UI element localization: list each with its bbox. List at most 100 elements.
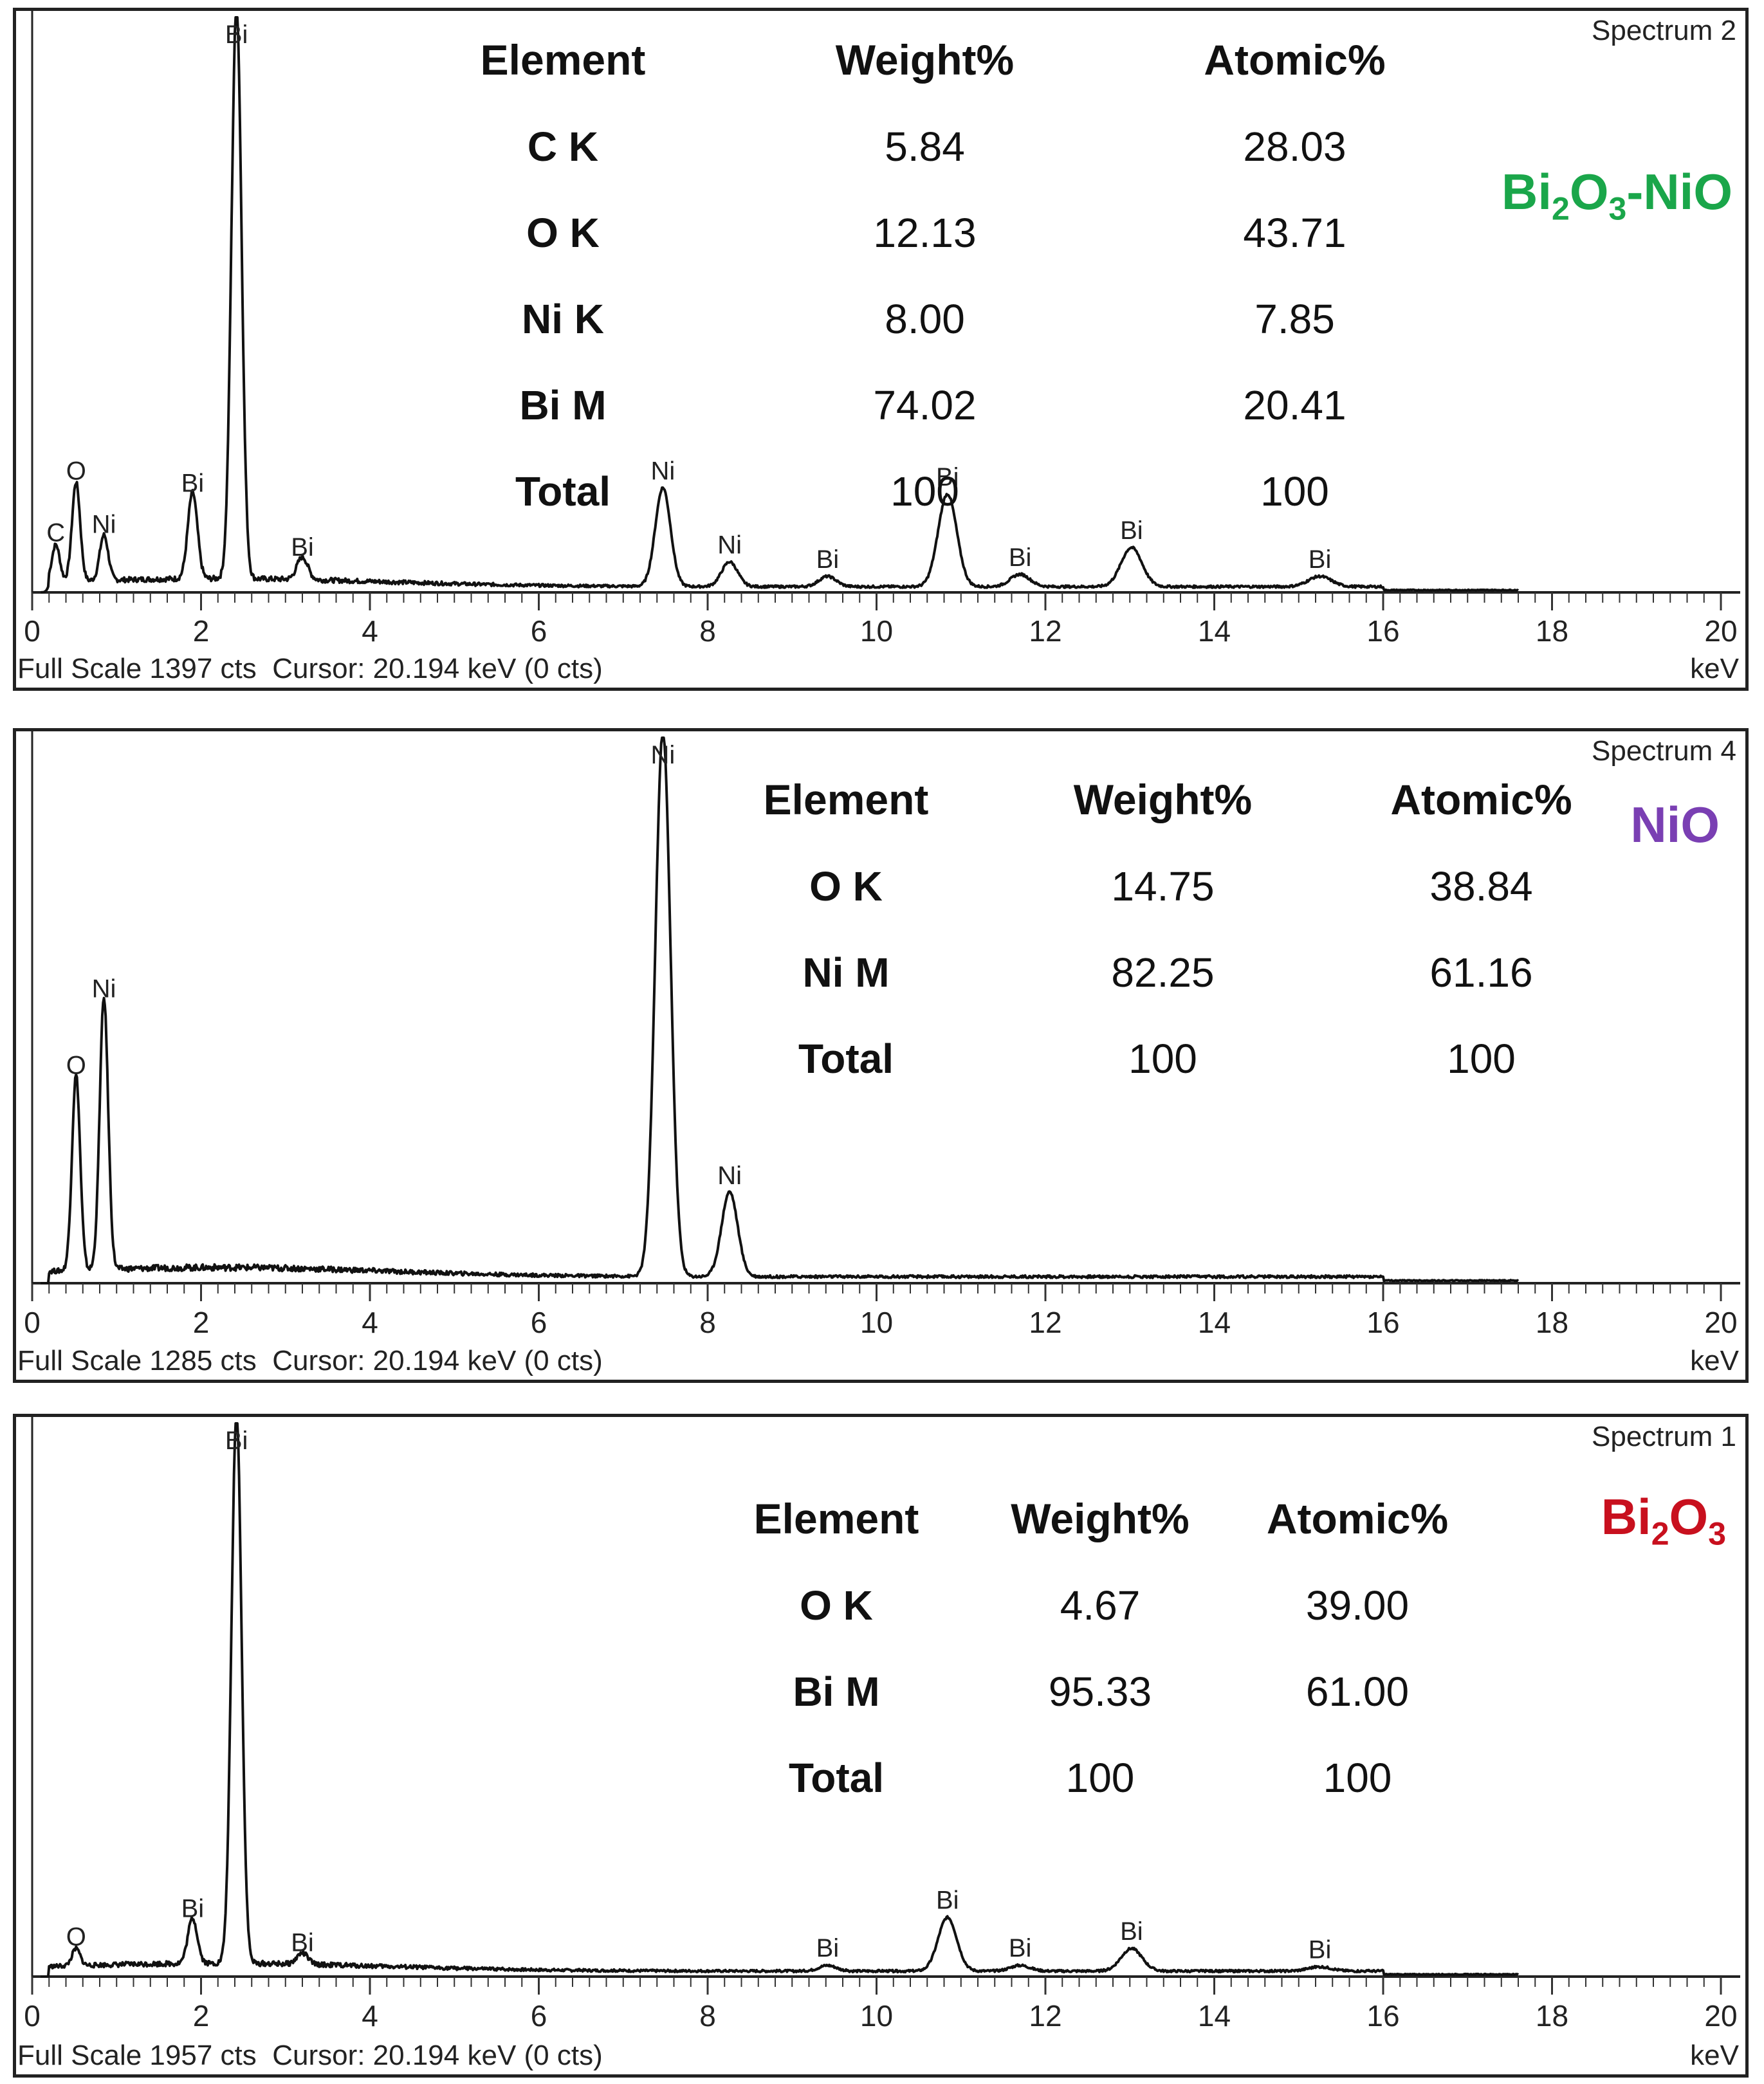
- weight-cell: 8.00: [885, 296, 965, 342]
- element-cell: O K: [800, 1582, 873, 1629]
- x-tick-label: 8: [699, 614, 716, 648]
- peak-label: Ni: [717, 531, 742, 560]
- table-row: Ni M 82.25 61.16: [688, 929, 1640, 1016]
- table-row: O K 12.13 43.71: [386, 190, 1480, 276]
- atomic-cell: 61.16: [1429, 949, 1533, 996]
- peak-label: Bi: [936, 463, 959, 491]
- weight-cell: 5.84: [885, 123, 965, 170]
- x-tick-label: 4: [362, 1999, 378, 2033]
- element-cell: O K: [809, 863, 883, 909]
- peak-label: Bi: [181, 1895, 205, 1923]
- peak-label: Ni: [651, 741, 675, 769]
- x-tick-label: 12: [1029, 1306, 1061, 1339]
- spectrum-panel-3: 0 2 4 6 8 10 12 14 16 18 20 O Bi Bi Bi Bi Bi Bi Bi Bi Spect…: [13, 1414, 1749, 2078]
- spectrum-name: Spectrum 1: [1592, 1421, 1736, 1452]
- weight-cell: 14.75: [1111, 863, 1215, 909]
- peak-label: Bi: [225, 1427, 248, 1455]
- full-scale: Full Scale 1285 cts: [17, 1345, 257, 1376]
- peak-label: Bi: [816, 1934, 840, 1962]
- table-row: O K 4.67 39.00: [701, 1562, 1486, 1649]
- x-tick-label: 2: [193, 1306, 210, 1339]
- spectrum-line: [40, 1422, 1520, 1978]
- x-tick-label: 14: [1198, 1306, 1231, 1339]
- composition-table: Element Weight% Atomic% C K 5.84 28.03 O…: [386, 16, 1480, 535]
- header-element: Element: [753, 1495, 919, 1542]
- peak-label: O: [66, 457, 86, 485]
- atomic-cell: 39.00: [1305, 1582, 1410, 1629]
- composition-label: NiO: [1630, 796, 1720, 853]
- x-tick-label: 18: [1536, 1306, 1568, 1339]
- full-scale: Full Scale 1957 cts: [17, 2040, 257, 2071]
- spectrum-panel-1: 0 2 4 6 8 10 12 14 16 18 20 C O Ni Bi Bi Bi Ni Ni Bi Bi Bi Bi B…: [13, 8, 1749, 691]
- peak-label: Ni: [92, 511, 116, 539]
- element-cell: Ni M: [802, 949, 890, 996]
- atomic-cell: 100: [1260, 468, 1329, 515]
- x-tick-label: 0: [24, 1999, 41, 2033]
- atomic-cell: 100: [1447, 1036, 1516, 1082]
- table-row: Total 100 100: [386, 448, 1480, 535]
- peak-label: Bi: [1309, 1935, 1332, 1964]
- x-tick-label: 6: [531, 614, 547, 648]
- spectrum-line: [40, 736, 1520, 1284]
- table-row: Bi M 74.02 20.41: [386, 362, 1480, 448]
- x-tick-label: 6: [531, 1999, 547, 2033]
- spectrum-chart-2: 0 2 4 6 8 10 12 14 16 18 20 O Ni Ni Ni: [24, 731, 1740, 1339]
- peak-label: Bi: [936, 1887, 959, 1915]
- element-cell: Total: [515, 468, 611, 515]
- peak-label: Bi: [181, 470, 205, 498]
- peak-label: Bi: [291, 533, 314, 562]
- atomic-cell: 20.41: [1243, 382, 1346, 428]
- table-row: Bi M 95.33 61.00: [701, 1649, 1486, 1735]
- header-atomic: Atomic%: [1390, 776, 1572, 823]
- x-tick-label: 20: [1704, 1999, 1737, 2033]
- element-cell: O K: [526, 210, 600, 256]
- composition-table: Element Weight% Atomic% O K 4.67 39.00 B…: [701, 1475, 1486, 1821]
- peak-label: O: [66, 1923, 86, 1951]
- peak-label: Bi: [1120, 516, 1143, 545]
- composition-label: Bi2O3: [1601, 1488, 1726, 1553]
- atomic-cell: 38.84: [1429, 863, 1533, 909]
- x-tick-label: 16: [1366, 614, 1399, 648]
- element-cell: Ni K: [522, 296, 604, 342]
- x-tick-label: 4: [362, 1306, 378, 1339]
- footer-info: Full Scale 1285 cts Cursor: 20.194 keV (…: [17, 1345, 603, 1377]
- x-tick-label: 20: [1704, 614, 1737, 648]
- spectrum-name: Spectrum 4: [1592, 735, 1736, 767]
- atomic-cell: 100: [1323, 1755, 1392, 1801]
- peak-label: Bi: [1120, 1917, 1143, 1946]
- x-tick-label: 8: [699, 1999, 716, 2033]
- weight-cell: 82.25: [1111, 949, 1215, 996]
- spectrum-chart-1: 0 2 4 6 8 10 12 14 16 18 20CONiBiBiBiNiNiBiBiBiBiB…: [24, 11, 1740, 648]
- x-tick-label: 10: [860, 1306, 893, 1339]
- spectrum-panel-2: 0 2 4 6 8 10 12 14 16 18 20 O Ni Ni Ni Spectrum 4 Elem…: [13, 728, 1749, 1383]
- x-tick-label: 18: [1536, 1999, 1568, 2033]
- header-weight: Weight%: [1073, 776, 1253, 823]
- x-tick-label: 10: [860, 614, 893, 648]
- comp-part: O: [1669, 1488, 1709, 1545]
- x-tick-label: 10: [860, 1999, 893, 2033]
- x-tick-label: 12: [1029, 1999, 1061, 2033]
- weight-cell: 100: [1128, 1036, 1197, 1082]
- x-axis-unit: keV: [1690, 653, 1739, 684]
- spectrum-chart-3: 0 2 4 6 8 10 12 14 16 18 20 O Bi Bi Bi Bi Bi Bi Bi Bi: [24, 1417, 1740, 2033]
- table-header-row: Element Weight% Atomic%: [701, 1475, 1486, 1562]
- peak-label: O: [66, 1051, 86, 1079]
- header-weight: Weight%: [1011, 1495, 1190, 1542]
- x-tick-label: 8: [699, 1306, 716, 1339]
- element-cell: C K: [527, 123, 599, 170]
- x-tick-label: 2: [193, 1999, 210, 2033]
- header-atomic: Atomic%: [1204, 36, 1386, 84]
- cursor-readout: Cursor: 20.194 keV (0 cts): [272, 1345, 603, 1376]
- table-header-row: Element Weight% Atomic%: [386, 16, 1480, 104]
- x-tick-label: 18: [1536, 614, 1568, 648]
- x-tick-label: 6: [531, 1306, 547, 1339]
- peak-label: Bi: [1009, 1934, 1032, 1962]
- x-tick-label: 20: [1704, 1306, 1737, 1339]
- x-axis-unit: keV: [1690, 1345, 1739, 1376]
- x-tick-label: 2: [193, 614, 210, 648]
- peak-label: Ni: [651, 457, 675, 485]
- header-atomic: Atomic%: [1266, 1495, 1449, 1542]
- table-row: Ni K 8.00 7.85: [386, 276, 1480, 362]
- comp-part: Bi: [1502, 163, 1552, 220]
- composition-label: Bi2O3-NiO: [1502, 163, 1732, 228]
